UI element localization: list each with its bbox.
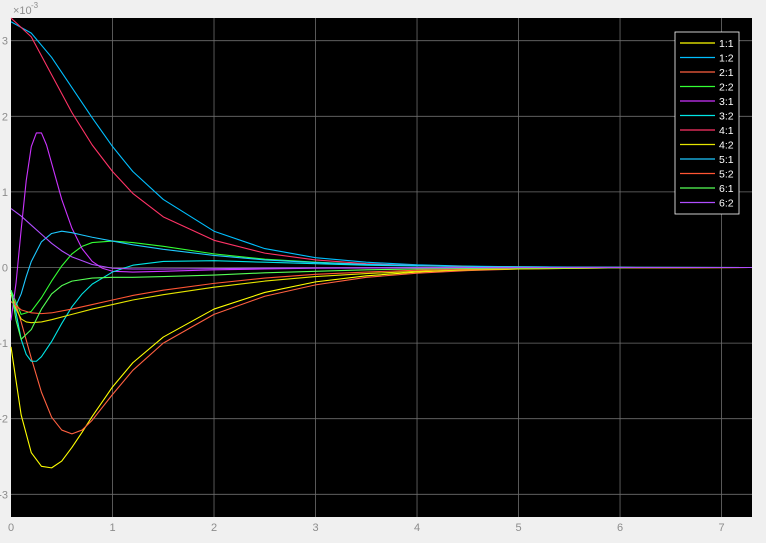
legend-label: 5:1	[719, 154, 734, 166]
x-tick-label: 7	[718, 522, 724, 534]
legend-label: 1:1	[719, 38, 734, 50]
y-tick-label: 2	[2, 111, 8, 123]
y-tick-label: 1	[2, 187, 8, 199]
legend-label: 2:1	[719, 67, 734, 79]
legend-label: 1:2	[719, 53, 734, 65]
x-tick-label: 3	[312, 522, 318, 534]
legend-label: 6:1	[719, 183, 734, 195]
legend-label: 3:2	[719, 111, 734, 123]
y-tick-label: -2	[0, 414, 8, 426]
y-tick-label: 3	[2, 36, 8, 48]
legend-label: 4:2	[719, 140, 734, 152]
x-tick-label: 5	[515, 522, 521, 534]
x-tick-label: 6	[617, 522, 623, 534]
legend-label: 4:1	[719, 125, 734, 137]
x-tick-label: 2	[211, 522, 217, 534]
legend-label: 6:2	[719, 198, 734, 210]
y-tick-label: 0	[2, 263, 8, 275]
y-tick-label: -3	[0, 489, 8, 501]
x-tick-label: 0	[8, 522, 14, 534]
legend-label: 3:1	[719, 96, 734, 108]
legend[interactable]: 1:1 1:2 2:1 2:2 3:1 3:2 4:1 4:2 5:1 5:2 6:1 6:2	[675, 32, 739, 214]
legend-label: 2:2	[719, 82, 734, 94]
x-tick-label: 4	[414, 522, 420, 534]
y-tick-label: -1	[0, 338, 8, 350]
y-axis-exponent-base: ×10	[13, 5, 32, 17]
x-tick-label: 1	[109, 522, 115, 534]
y-axis-exponent-power: -3	[31, 1, 39, 10]
legend-label: 5:2	[719, 169, 734, 181]
